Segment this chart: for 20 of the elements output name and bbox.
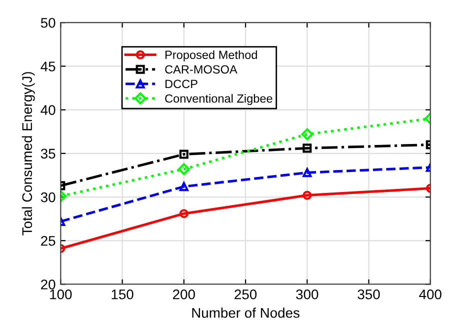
y-tick-label: 20 bbox=[41, 280, 56, 290]
y-tick-label: 40 bbox=[40, 105, 56, 115]
legend-label: Proposed Method bbox=[166, 50, 257, 62]
legend-label: CAR-MOSOA bbox=[165, 65, 238, 74]
x-tick-label: 350 bbox=[358, 289, 380, 300]
y-tick-label: 35 bbox=[40, 148, 56, 159]
x-tick-label: 250 bbox=[234, 289, 257, 300]
x-tick-label: 200 bbox=[173, 289, 195, 300]
x-tick-label: 100 bbox=[50, 289, 72, 300]
y-axis-title: Total Consumed Energy(J) bbox=[22, 72, 35, 236]
y-tick-label: 50 bbox=[40, 18, 56, 28]
x-tick-label: 150 bbox=[112, 289, 134, 300]
y-tick-label: 30 bbox=[40, 192, 56, 202]
y-tick-label: 25 bbox=[41, 236, 56, 246]
x-tick-label: 400 bbox=[419, 289, 442, 300]
legend-label: DCCP bbox=[166, 80, 198, 88]
x-axis-title: Number of Nodes bbox=[192, 308, 300, 318]
y-tick-label: 45 bbox=[40, 62, 56, 72]
legend-label: Conventional Zigbee bbox=[165, 94, 272, 106]
x-tick-label: 300 bbox=[296, 289, 318, 300]
